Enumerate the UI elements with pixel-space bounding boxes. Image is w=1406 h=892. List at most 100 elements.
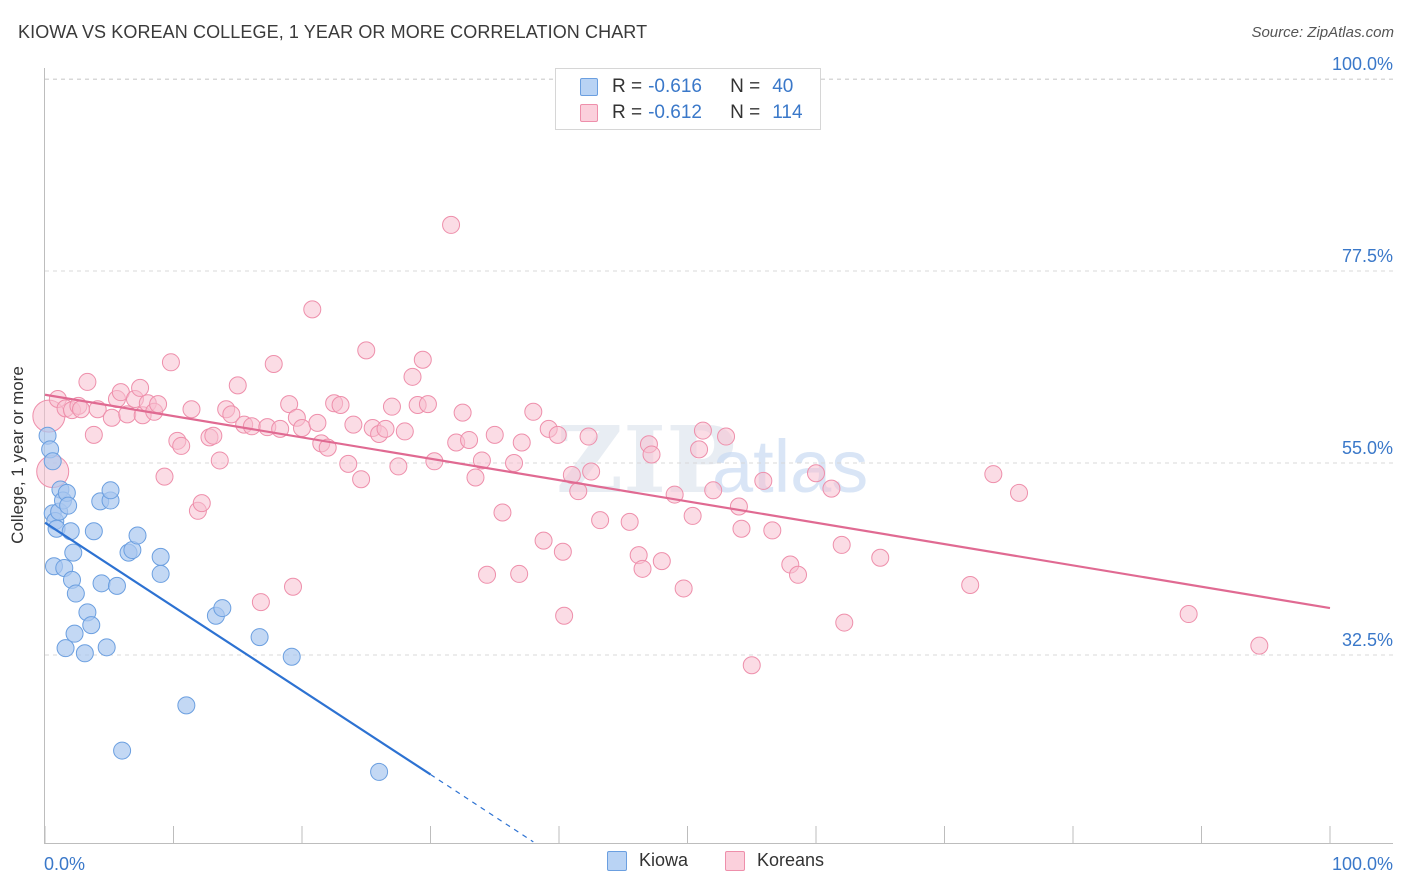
kiowa-point	[177, 696, 196, 715]
koreans-n-label: N =	[730, 102, 761, 123]
kiowa-n-value: 40	[772, 76, 794, 97]
kiowa-point	[101, 481, 120, 500]
koreans-point	[339, 454, 358, 473]
koreans-point	[210, 451, 229, 470]
koreans-point	[352, 470, 371, 489]
koreans-legend-swatch	[725, 850, 745, 871]
koreans-point	[555, 606, 574, 625]
kiowa-point	[66, 584, 85, 603]
koreans-trend-line	[44, 393, 1331, 610]
x-tick-label: 0.0%	[44, 854, 85, 874]
kiowa-swatch	[580, 78, 598, 96]
koreans-point	[493, 503, 512, 522]
koreans-point	[742, 656, 761, 675]
koreans-point	[293, 419, 311, 438]
koreans-point	[284, 577, 303, 596]
kiowa-point	[84, 522, 103, 541]
y-tick-label: 55.0%	[1342, 438, 1393, 458]
kiowa-point	[107, 576, 126, 595]
koreans-point	[763, 521, 782, 540]
y-tick-label: 100.0%	[1332, 54, 1393, 74]
kiowa-point	[64, 543, 83, 562]
koreans-point	[413, 350, 432, 369]
koreans-point	[172, 436, 191, 455]
koreans-point	[683, 506, 702, 525]
koreans-point	[524, 402, 543, 421]
stats-row-koreans: R = -0.612 N = 114	[580, 100, 803, 126]
koreans-point	[102, 408, 121, 427]
koreans-point	[466, 468, 485, 487]
kiowa-point	[92, 574, 111, 593]
koreans-point	[984, 465, 1003, 484]
kiowa-point	[65, 624, 84, 643]
x-tick-label: 100.0%	[1332, 854, 1393, 874]
koreans-point	[331, 395, 350, 414]
kiowa-legend-swatch	[607, 850, 627, 871]
watermark-atlas: atlas	[712, 425, 868, 508]
koreans-point	[485, 425, 504, 444]
koreans-point	[548, 425, 567, 444]
koreans-point	[344, 415, 363, 434]
koreans-point	[149, 395, 168, 414]
kiowa-trend-extension	[430, 773, 534, 843]
koreans-point	[732, 519, 751, 538]
koreans-swatch	[580, 104, 598, 122]
koreans-point	[693, 421, 712, 440]
kiowa-point	[151, 547, 170, 566]
koreans-point	[754, 471, 773, 490]
koreans-point	[652, 552, 671, 571]
koreans-point	[192, 494, 211, 513]
koreans-point	[155, 467, 174, 486]
koreans-point	[264, 355, 283, 374]
koreans-point	[1250, 636, 1269, 655]
stats-legend-box: R = -0.616 N = 40 R = -0.612 N = 114	[555, 68, 821, 130]
koreans-point	[242, 417, 261, 436]
koreans-point	[690, 440, 709, 459]
bottom-legend: Kiowa Koreans	[0, 850, 1406, 878]
koreans-point	[303, 300, 322, 319]
koreans-r-label: R =	[612, 102, 643, 123]
koreans-point	[131, 378, 150, 397]
source-credit: Source: ZipAtlas.com	[1251, 24, 1394, 41]
koreans-point	[395, 422, 414, 441]
koreans-point	[78, 372, 97, 391]
koreans-point	[674, 579, 693, 598]
legend-item-koreans[interactable]: Koreans	[725, 850, 824, 871]
koreans-point	[251, 593, 270, 612]
gridlines	[45, 78, 1393, 656]
koreans-point	[591, 511, 610, 530]
koreans-point	[357, 341, 376, 360]
koreans-point	[478, 565, 497, 584]
koreans-point	[512, 433, 531, 452]
chart-title: KIOWA VS KOREAN COLLEGE, 1 YEAR OR MORE …	[18, 22, 648, 42]
kiowa-point	[56, 639, 75, 658]
koreans-point	[961, 576, 980, 595]
trend-lines	[44, 393, 1331, 843]
kiowa-point	[61, 522, 80, 541]
koreans-point	[1179, 605, 1198, 624]
koreans-point	[161, 353, 180, 372]
koreans-point	[832, 535, 851, 554]
kiowa-point	[370, 762, 389, 781]
koreans-point	[633, 559, 652, 578]
koreans-point	[729, 497, 748, 516]
koreans-point	[418, 395, 437, 414]
koreans-point	[453, 403, 472, 422]
legend-label-kiowa: Kiowa	[639, 850, 689, 870]
koreans-point	[505, 454, 524, 472]
koreans-point	[403, 367, 422, 386]
kiowa-point	[282, 647, 301, 666]
koreans-point	[472, 451, 491, 470]
legend-item-kiowa[interactable]: Kiowa	[607, 850, 688, 871]
koreans-r-value: -0.612	[648, 102, 702, 123]
koreans-point	[1010, 483, 1029, 502]
koreans-point	[308, 413, 327, 432]
y-axis-label: College, 1 year or more	[8, 366, 27, 544]
koreans-point	[553, 542, 572, 561]
kiowa-point	[97, 638, 116, 657]
koreans-n-value: 114	[772, 102, 803, 123]
koreans-point	[280, 395, 299, 414]
y-tick-label: 32.5%	[1342, 630, 1393, 650]
koreans-point	[84, 425, 103, 444]
